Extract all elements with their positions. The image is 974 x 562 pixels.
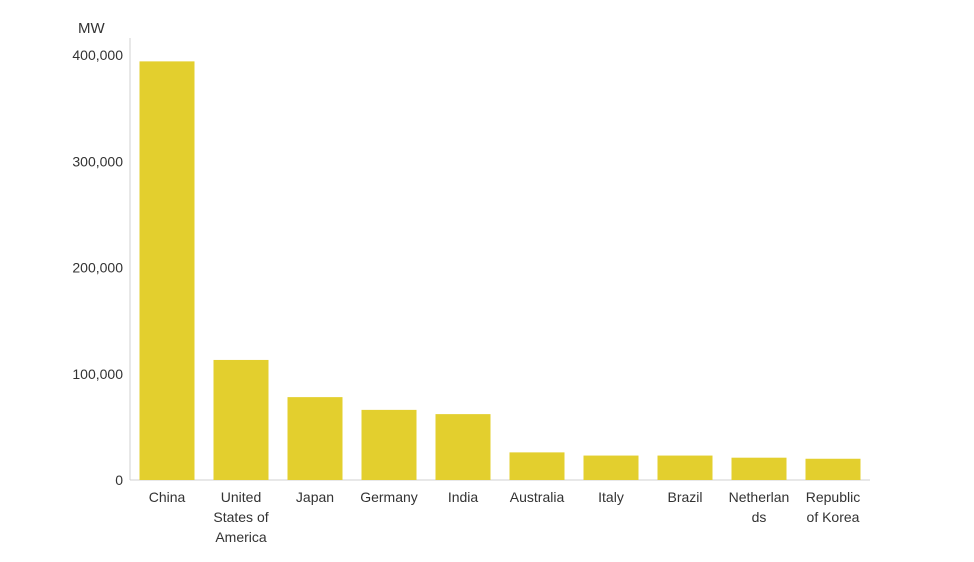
bar	[139, 61, 195, 480]
y-tick-label: 200,000	[72, 260, 123, 276]
x-category-label: Australia	[510, 489, 565, 505]
x-axis-labels: China United States of America Japan Germany I…	[149, 489, 861, 545]
y-axis-unit-label: MW	[78, 20, 105, 37]
bar	[805, 458, 861, 480]
bar	[509, 452, 565, 480]
bar	[287, 397, 343, 480]
y-tick-label: 300,000	[72, 153, 123, 169]
bar	[213, 359, 269, 480]
x-category-label: Italy	[598, 489, 624, 505]
y-tick-label: 0	[115, 472, 123, 488]
x-category-label: United States of America	[213, 489, 268, 545]
x-category-label: Japan	[296, 489, 334, 505]
y-axis-ticks: 0 100,000 200,000 300,000 400,000	[72, 47, 123, 488]
bar	[583, 455, 639, 480]
x-category-label: China	[149, 489, 186, 505]
y-tick-label: 400,000	[72, 47, 123, 63]
x-category-label: Republic of Korea	[806, 489, 860, 525]
bar	[657, 455, 713, 480]
bar	[361, 409, 417, 480]
bars-group	[139, 61, 861, 480]
bar	[435, 414, 491, 480]
x-category-label: Germany	[360, 489, 418, 505]
y-tick-label: 100,000	[72, 366, 123, 382]
x-category-label: Brazil	[667, 489, 702, 505]
x-category-label: India	[448, 489, 479, 505]
bar	[731, 457, 787, 480]
x-category-label: Netherlan ds	[729, 489, 790, 525]
